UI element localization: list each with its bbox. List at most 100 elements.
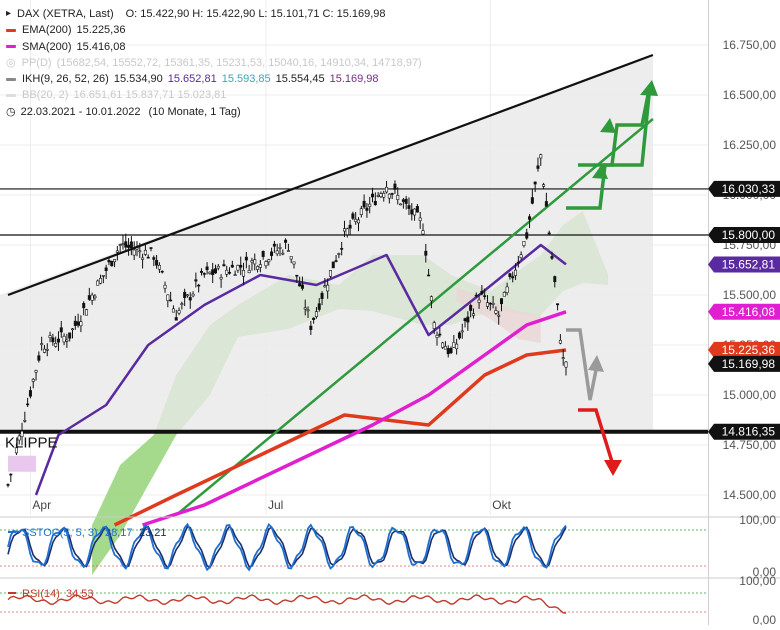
candle-body (199, 270, 203, 273)
candle-body (110, 261, 114, 267)
candle-body (183, 291, 187, 298)
stoch-legend-label: SSTOC(5, 5, 3) (22, 527, 98, 539)
candle-body (45, 349, 49, 351)
price-candles (6, 153, 568, 488)
candle-body (466, 316, 470, 323)
candle-body (208, 271, 212, 274)
legend-ema-row[interactable]: EMA(200) 15.225,36 (6, 22, 422, 38)
ema-swatch (6, 28, 16, 32)
x-tick-label: Apr (32, 498, 51, 512)
rsi-legend-label: RSI(14) (22, 588, 60, 600)
candle-body (267, 259, 271, 263)
candle-body (155, 260, 159, 266)
legend-sma-row[interactable]: SMA(200) 15.416,08 (6, 39, 422, 55)
candle-body (188, 297, 192, 301)
candle-body (73, 320, 77, 326)
candle-body (20, 430, 24, 437)
legend-ikh-row[interactable]: IKH(9, 26, 52, 26) 15.534,90 15.652,81 1… (6, 71, 422, 87)
price-label-box (708, 256, 780, 273)
candle-body (62, 335, 66, 343)
rsi-line (7, 594, 567, 614)
bb-swatch (6, 94, 16, 98)
candle-body (270, 251, 274, 256)
candle-body (146, 256, 150, 259)
y-tick-label: 16.750,00 (723, 38, 777, 52)
legend-ema-value: 15.225,36 (76, 24, 126, 37)
candle-body (124, 241, 128, 248)
sma-swatch (6, 45, 16, 49)
candle-body (247, 270, 251, 273)
green-trendline (175, 118, 654, 516)
candle-body (256, 266, 260, 270)
candle-body (415, 206, 419, 213)
candle-body (488, 302, 492, 305)
indicator-lines (0, 53, 708, 527)
candle-body (222, 264, 226, 267)
candle-body (317, 303, 321, 310)
ema-line (113, 348, 567, 527)
stoch-legend-v2: 23,21 (139, 527, 167, 539)
candle-body (365, 207, 369, 211)
legend-pp-row[interactable]: ◎ PP(D) (15682,54, 15552,72, 15361,35, 1… (6, 55, 422, 71)
candle-body (93, 295, 97, 299)
candle-body (396, 195, 400, 200)
candle-body (275, 250, 279, 255)
candle-body (345, 228, 349, 235)
candle-body (149, 247, 153, 249)
candle-body (115, 250, 119, 253)
upper-trendline (7, 53, 654, 297)
candle-body (225, 269, 229, 275)
candle-body (547, 232, 551, 235)
collapse-icon[interactable]: ▸ (6, 8, 12, 19)
candle-body (463, 318, 467, 322)
scenario-gray-arrow (566, 328, 599, 401)
price-label-text: 15.169,98 (722, 357, 776, 371)
candle-body (54, 343, 58, 347)
arrowhead-down (604, 460, 622, 476)
pivot-marker (8, 455, 36, 472)
price-label-text: 15.416,08 (722, 305, 776, 319)
candle-body (477, 299, 481, 303)
candle-body (505, 286, 509, 293)
legend-ema-label: EMA(200) (22, 24, 72, 37)
price-label-text: 15.652,81 (722, 257, 776, 271)
candle-body (441, 342, 445, 348)
candle-body (70, 328, 74, 331)
visibility-off-icon[interactable]: ◎ (6, 56, 16, 69)
candle-body (516, 261, 520, 264)
candle-body (233, 274, 237, 276)
candle-body (56, 338, 60, 343)
arrowhead-up-1 (640, 80, 658, 96)
candle-body (143, 249, 147, 255)
candle-body (326, 284, 330, 292)
candle-body (387, 193, 391, 199)
stoch-tick-100: 100,00 (739, 513, 776, 527)
candle-body (429, 296, 433, 302)
stoch-fast-line (7, 522, 567, 572)
candle-body (118, 244, 122, 246)
candle-body (194, 279, 198, 282)
candle-body (435, 335, 439, 338)
candle-body (460, 330, 464, 333)
candle-body (59, 327, 63, 333)
candle-body (177, 310, 181, 314)
arrowhead-up-3 (592, 164, 608, 179)
candle-body (438, 333, 442, 336)
candle-body (348, 224, 352, 229)
candle-body (351, 213, 355, 219)
candle-body (385, 186, 389, 193)
legend-ikh-v4: 15.554,45 (275, 73, 325, 86)
candle-body (306, 309, 310, 312)
legend-bb-values: 16.651,61 15.837,71 15.023,81 (73, 89, 227, 102)
candle-body (174, 317, 178, 321)
legend-bb-row[interactable]: BB(20, 2) 16.651,61 15.837,71 15.023,81 (6, 87, 422, 103)
candle-body (528, 216, 532, 220)
price-label-text: 15.800,00 (722, 228, 776, 242)
candle-body (494, 310, 498, 314)
candle-body (407, 205, 411, 209)
candle-body (289, 256, 293, 260)
candle-body (421, 230, 425, 235)
candle-body (127, 244, 131, 248)
candle-body (497, 314, 501, 317)
